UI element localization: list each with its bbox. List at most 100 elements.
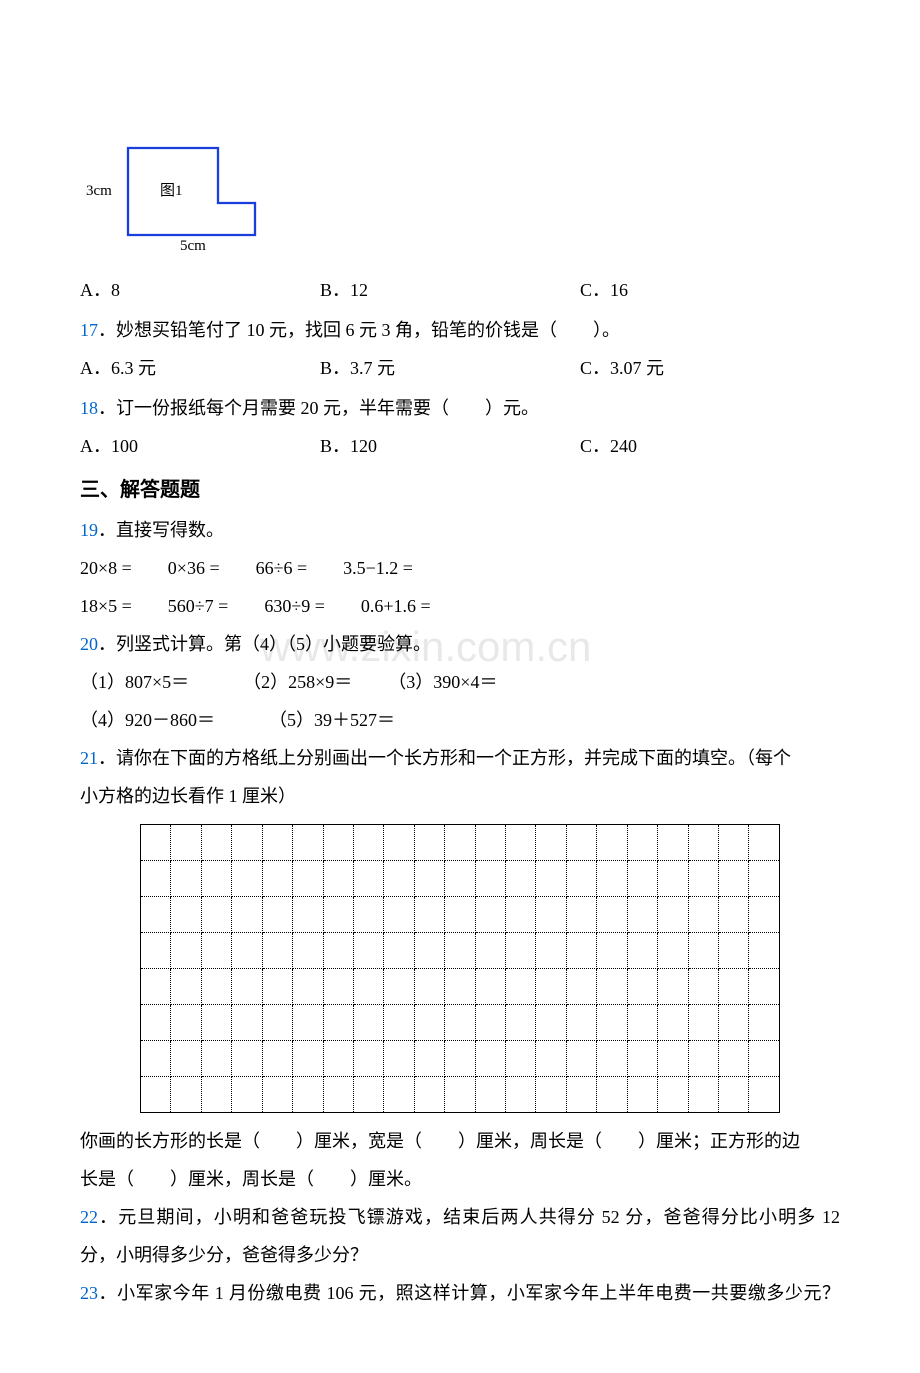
grid-cell [566, 861, 596, 897]
grid-cell [627, 1041, 657, 1077]
grid-cell [293, 969, 323, 1005]
grid-cell [688, 933, 718, 969]
grid-cell [688, 861, 718, 897]
q23-text: ．小军家今年 1 月份缴电费 106 元，照这样计算，小军家今年上半年电费一共要… [98, 1283, 840, 1303]
grid-cell [171, 897, 201, 933]
grid-cell [141, 1005, 171, 1041]
grid-cell [749, 933, 780, 969]
grid-cell [353, 969, 383, 1005]
grid-cell [749, 897, 780, 933]
q18-opt-c: C．240 [580, 428, 840, 464]
q17-opt-c: C．3.07 元 [580, 350, 840, 386]
grid-cell [293, 1005, 323, 1041]
grid-cell [353, 1041, 383, 1077]
grid-cell [262, 1005, 292, 1041]
grid-cell [293, 1077, 323, 1113]
grid-cell [293, 933, 323, 969]
grid-cell [353, 1077, 383, 1113]
grid-cell [536, 933, 566, 969]
grid-cell [262, 933, 292, 969]
grid-cell [262, 1041, 292, 1077]
grid-cell [749, 969, 780, 1005]
grid-cell [627, 1005, 657, 1041]
q19-num: 19 [80, 520, 98, 540]
grid-cell [384, 969, 414, 1005]
grid-cell [201, 825, 231, 861]
q16-opt-a: A．8 [80, 272, 320, 308]
grid-cell [414, 1077, 444, 1113]
grid-cell [506, 825, 536, 861]
grid-cell [384, 897, 414, 933]
grid-cell [536, 1077, 566, 1113]
grid-cell [719, 1041, 749, 1077]
grid-cell [627, 861, 657, 897]
grid-cell [445, 933, 475, 969]
grid-cell [475, 1041, 505, 1077]
grid-cell [323, 861, 353, 897]
grid-cell [566, 825, 596, 861]
grid-cell [688, 897, 718, 933]
grid-cell [293, 825, 323, 861]
grid-cell [323, 969, 353, 1005]
grid-cell [749, 1041, 780, 1077]
grid-cell [445, 825, 475, 861]
figure1-svg: 图1 3cm 5cm [80, 140, 270, 252]
grid-cell [536, 861, 566, 897]
figure1-shape [128, 148, 255, 235]
grid-cell [414, 933, 444, 969]
q19-line2: 18×5 = 560÷7 = 630÷9 = 0.6+1.6 = [80, 588, 840, 624]
grid-cell [627, 1077, 657, 1113]
q22-num: 22 [80, 1207, 98, 1227]
grid-cell [597, 861, 627, 897]
grid-cell [506, 897, 536, 933]
grid-cell [627, 897, 657, 933]
grid-cell [475, 969, 505, 1005]
grid-cell [475, 861, 505, 897]
grid-cell [749, 861, 780, 897]
grid-cell [445, 897, 475, 933]
grid-cell [353, 897, 383, 933]
grid-cell [658, 933, 688, 969]
grid-cell [627, 933, 657, 969]
grid-cell [323, 933, 353, 969]
q22-b: 分，小明得多少分，爸爸得多少分？ [80, 1237, 840, 1273]
grid-cell [688, 825, 718, 861]
grid-cell [141, 825, 171, 861]
grid-cell [141, 933, 171, 969]
grid-cell [566, 969, 596, 1005]
q18-opt-b: B．120 [320, 428, 580, 464]
grid-cell [658, 1041, 688, 1077]
grid-cell [414, 897, 444, 933]
q21-text1: ．请你在下面的方格纸上分别画出一个长方形和一个正方形，并完成下面的填空。（每个 [98, 748, 791, 768]
grid-cell [171, 1005, 201, 1041]
grid-cell [719, 861, 749, 897]
grid-cell [201, 933, 231, 969]
grid-cell [353, 1005, 383, 1041]
grid-cell [658, 897, 688, 933]
q17-opt-b: B．3.7 元 [320, 350, 580, 386]
q23: 23．小军家今年 1 月份缴电费 106 元，照这样计算，小军家今年上半年电费一… [80, 1275, 840, 1311]
q16-opt-b: B．12 [320, 272, 580, 308]
grid-cell [414, 969, 444, 1005]
grid-cell [445, 969, 475, 1005]
grid-cell [232, 861, 262, 897]
grid-cell [384, 933, 414, 969]
grid-cell [232, 897, 262, 933]
q19-text: ．直接写得数。 [98, 520, 224, 540]
grid-cell [353, 861, 383, 897]
q20-num: 20 [80, 634, 98, 654]
q17: 17．妙想买铅笔付了 10 元，找回 6 元 3 角，铅笔的价钱是（ ）。 [80, 312, 840, 348]
grid-cell [201, 861, 231, 897]
grid-cell [749, 1077, 780, 1113]
grid-cell [536, 897, 566, 933]
grid-cell [597, 1005, 627, 1041]
grid-cell [658, 825, 688, 861]
grid-cell [323, 1005, 353, 1041]
q19: 19．直接写得数。 [80, 512, 840, 548]
figure-1: 图1 3cm 5cm [80, 140, 840, 264]
q18-options: A．100 B．120 C．240 [80, 428, 840, 464]
grid-cell [384, 1077, 414, 1113]
grid-cell [597, 969, 627, 1005]
grid-cell [414, 861, 444, 897]
grid-cell [384, 861, 414, 897]
